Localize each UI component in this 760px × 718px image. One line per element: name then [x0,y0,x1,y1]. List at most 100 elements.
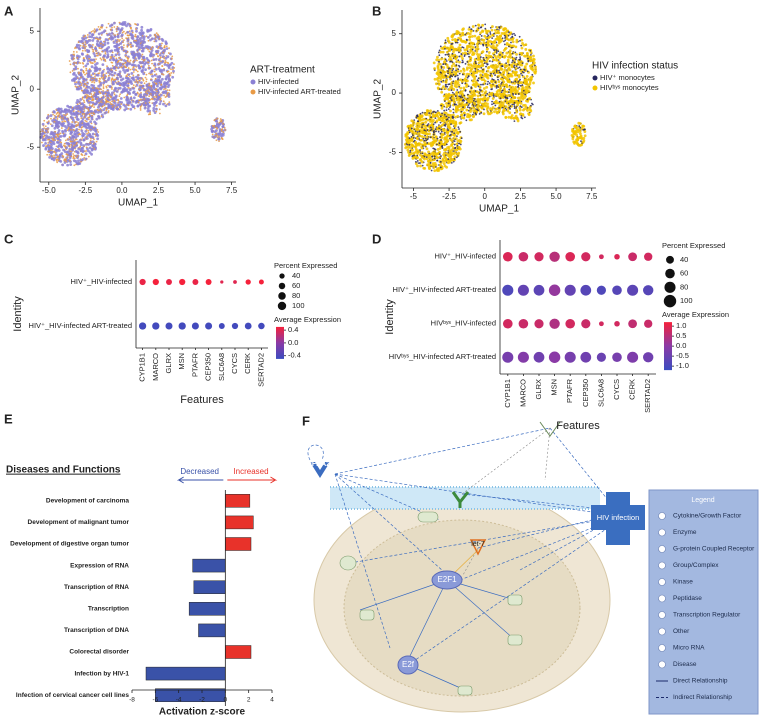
umap-texture [153,104,156,107]
umap-texture [78,71,80,74]
umap-texture [436,55,439,59]
umap-texture [88,127,92,130]
umap-texture [81,89,83,92]
umap-texture [159,56,162,59]
umap-texture [152,58,156,61]
umap-texture [452,80,455,83]
umap-texture [70,123,74,127]
umap-texture [449,77,452,81]
umap-texture [127,104,130,107]
umap-texture [153,95,155,98]
umap-texture [112,66,116,69]
umap-texture [56,161,59,164]
umap-texture [529,109,533,113]
umap-texture [444,147,447,151]
umap-texture [506,74,510,78]
umap-texture [90,115,94,119]
umap-texture [109,107,113,111]
umap-texture [130,72,134,75]
umap-texture [168,78,171,82]
umap-texture [160,86,163,90]
umap-texture [519,56,521,58]
umap-texture [437,51,440,54]
umap-texture [521,94,525,98]
umap-texture [508,45,510,48]
umap-texture [107,76,111,80]
umap-texture [95,28,99,32]
umap-texture [442,94,446,98]
umap-texture [466,79,469,83]
umap-texture [154,50,158,53]
umap-texture [213,119,216,122]
umap-texture [518,106,522,110]
umap-texture [46,153,49,156]
umap-texture [433,77,437,81]
umap-texture [100,88,103,91]
umap-texture [150,84,153,87]
y-tick-label: 0 [30,84,35,93]
umap-texture [87,143,90,146]
umap-texture [57,141,60,144]
umap-texture [88,100,90,102]
umap-texture [414,131,418,135]
umap-texture [110,23,114,27]
umap-texture [146,92,149,95]
y-tick-label: -5 [27,142,35,151]
x-tick-label: 7.5 [226,186,238,195]
umap-texture [165,81,168,85]
umap-texture [134,81,136,83]
legend-label: Other [673,628,690,635]
umap-texture [118,100,122,104]
umap-texture [50,155,53,158]
umap-texture [107,74,110,77]
umap-texture [511,52,514,55]
umap-texture [110,102,112,105]
umap-texture [61,163,65,167]
umap-texture [415,125,419,129]
umap-texture [78,162,82,165]
umap-texture [52,113,54,116]
umap-texture [403,142,407,146]
umap-texture [111,51,114,54]
umap-texture [487,51,491,54]
umap-texture [486,56,490,60]
umap-texture [54,121,58,125]
umap-texture [88,124,91,128]
umap-texture [471,25,475,28]
umap-texture [81,136,84,139]
umap-texture [512,99,515,103]
umap-texture [458,98,462,102]
umap-texture [474,90,477,92]
umap-texture [102,81,106,85]
umap-texture [144,102,147,104]
umap-texture [513,103,515,106]
umap-texture [446,36,450,40]
umap-texture [482,83,484,86]
umap-texture [144,61,148,65]
umap-texture [445,60,448,62]
umap-texture [584,128,586,131]
umap-texture [146,107,150,110]
umap-texture [155,98,159,102]
umap-texture [455,130,459,134]
umap-texture [481,23,485,27]
node-label: E2F1 [437,575,457,584]
umap-texture [446,118,449,121]
node-label: let-7 [471,541,485,548]
umap-texture [125,98,129,101]
umap-texture [135,29,138,33]
umap-texture [102,57,105,59]
umap-texture [106,50,109,54]
umap-texture [164,56,168,60]
umap-texture [64,120,67,123]
node-icon [397,655,419,675]
umap-texture [416,154,419,157]
umap-texture [105,109,108,112]
umap-texture [411,155,414,157]
umap-texture [433,110,435,113]
umap-texture [157,58,161,62]
umap-texture [155,107,158,111]
umap-texture [88,97,92,101]
umap-texture [95,117,99,121]
umap-texture [464,62,467,65]
